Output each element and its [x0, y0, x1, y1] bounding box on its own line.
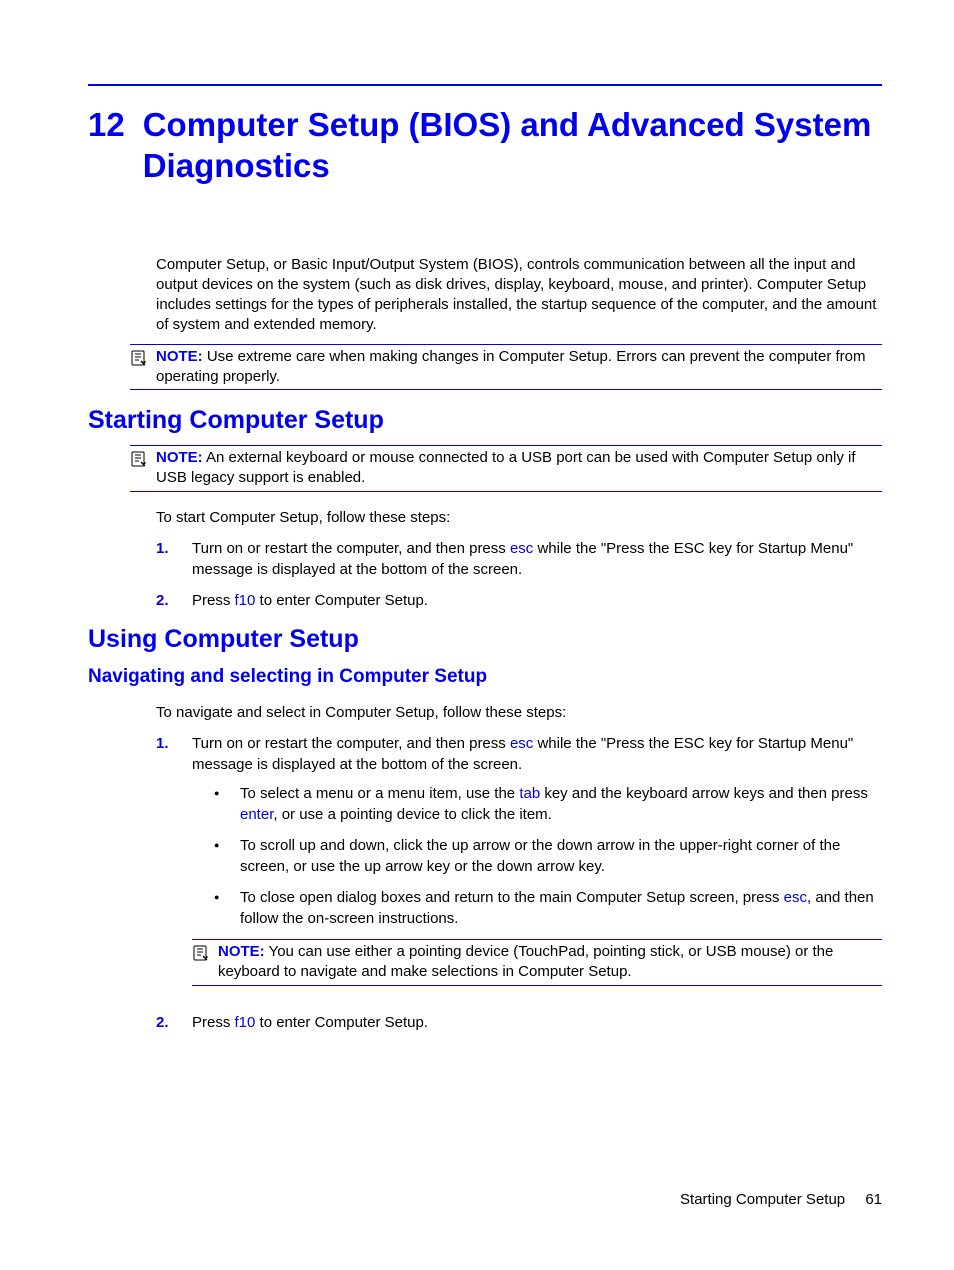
intro-paragraph: Computer Setup, or Basic Input/Output Sy… — [156, 255, 882, 336]
top-rule — [88, 84, 882, 86]
key-esc: esc — [784, 889, 807, 906]
bullet-text: To close open dialog boxes and return to… — [240, 887, 882, 929]
note-pointing: NOTE: You can use either a pointing devi… — [192, 939, 882, 986]
footer-page-number: 61 — [865, 1191, 882, 1208]
step-2: 2. Press f10 to enter Computer Setup. — [156, 1012, 882, 1033]
key-esc: esc — [510, 735, 533, 752]
note-label: NOTE: — [156, 348, 203, 365]
note-icon — [130, 450, 148, 474]
note-label: NOTE: — [218, 943, 265, 960]
note-label: NOTE: — [156, 449, 203, 466]
step-1: 1. Turn on or restart the computer, and … — [156, 733, 882, 1002]
note-text: You can use either a pointing device (To… — [218, 943, 833, 980]
step-text: Turn on or restart the computer, and the… — [192, 733, 882, 1002]
step-1: 1. Turn on or restart the computer, and … — [156, 538, 882, 580]
chapter-title: 12 Computer Setup (BIOS) and Advanced Sy… — [88, 104, 882, 187]
heading-using: Using Computer Setup — [88, 625, 882, 654]
navigating-intro: To navigate and select in Computer Setup… — [156, 703, 882, 723]
chapter-number: 12 — [88, 104, 125, 145]
bullet-scroll: To scroll up and down, click the up arro… — [214, 835, 882, 877]
note-body: NOTE: An external keyboard or mouse conn… — [156, 448, 882, 489]
step-2: 2. Press f10 to enter Computer Setup. — [156, 590, 882, 611]
footer-section: Starting Computer Setup — [680, 1191, 845, 1208]
starting-intro: To start Computer Setup, follow these st… — [156, 508, 882, 528]
note-body: NOTE: You can use either a pointing devi… — [218, 942, 882, 983]
note-icon — [192, 944, 210, 968]
key-esc: esc — [510, 540, 533, 557]
starting-steps: 1. Turn on or restart the computer, and … — [156, 538, 882, 611]
bullet-text: To select a menu or a menu item, use the… — [240, 783, 882, 825]
key-tab: tab — [519, 785, 540, 802]
sub-bullets: To select a menu or a menu item, use the… — [214, 783, 882, 929]
document-page: 12 Computer Setup (BIOS) and Advanced Sy… — [0, 0, 954, 1270]
bullet-close: To close open dialog boxes and return to… — [214, 887, 882, 929]
note-text: Use extreme care when making changes in … — [156, 348, 865, 385]
step-text: Turn on or restart the computer, and the… — [192, 538, 882, 580]
step-number: 2. — [156, 1012, 174, 1033]
step-number: 2. — [156, 590, 174, 611]
bullet-select: To select a menu or a menu item, use the… — [214, 783, 882, 825]
page-footer: Starting Computer Setup 61 — [680, 1191, 882, 1208]
note-text: An external keyboard or mouse connected … — [156, 449, 856, 486]
bullet-text: To scroll up and down, click the up arro… — [240, 835, 882, 877]
navigating-steps: 1. Turn on or restart the computer, and … — [156, 733, 882, 1033]
key-enter: enter — [240, 806, 273, 823]
step-text: Press f10 to enter Computer Setup. — [192, 1012, 882, 1033]
note-care: NOTE: Use extreme care when making chang… — [130, 344, 882, 391]
note-usb: NOTE: An external keyboard or mouse conn… — [130, 445, 882, 492]
heading-starting: Starting Computer Setup — [88, 406, 882, 435]
chapter-heading: Computer Setup (BIOS) and Advanced Syste… — [143, 104, 882, 187]
step-text: Press f10 to enter Computer Setup. — [192, 590, 882, 611]
note-body: NOTE: Use extreme care when making chang… — [156, 347, 882, 388]
note-icon — [130, 349, 148, 373]
step-number: 1. — [156, 733, 174, 1002]
step-number: 1. — [156, 538, 174, 580]
key-f10: f10 — [235, 1014, 256, 1031]
heading-navigating: Navigating and selecting in Computer Set… — [88, 666, 882, 688]
key-f10: f10 — [235, 592, 256, 609]
